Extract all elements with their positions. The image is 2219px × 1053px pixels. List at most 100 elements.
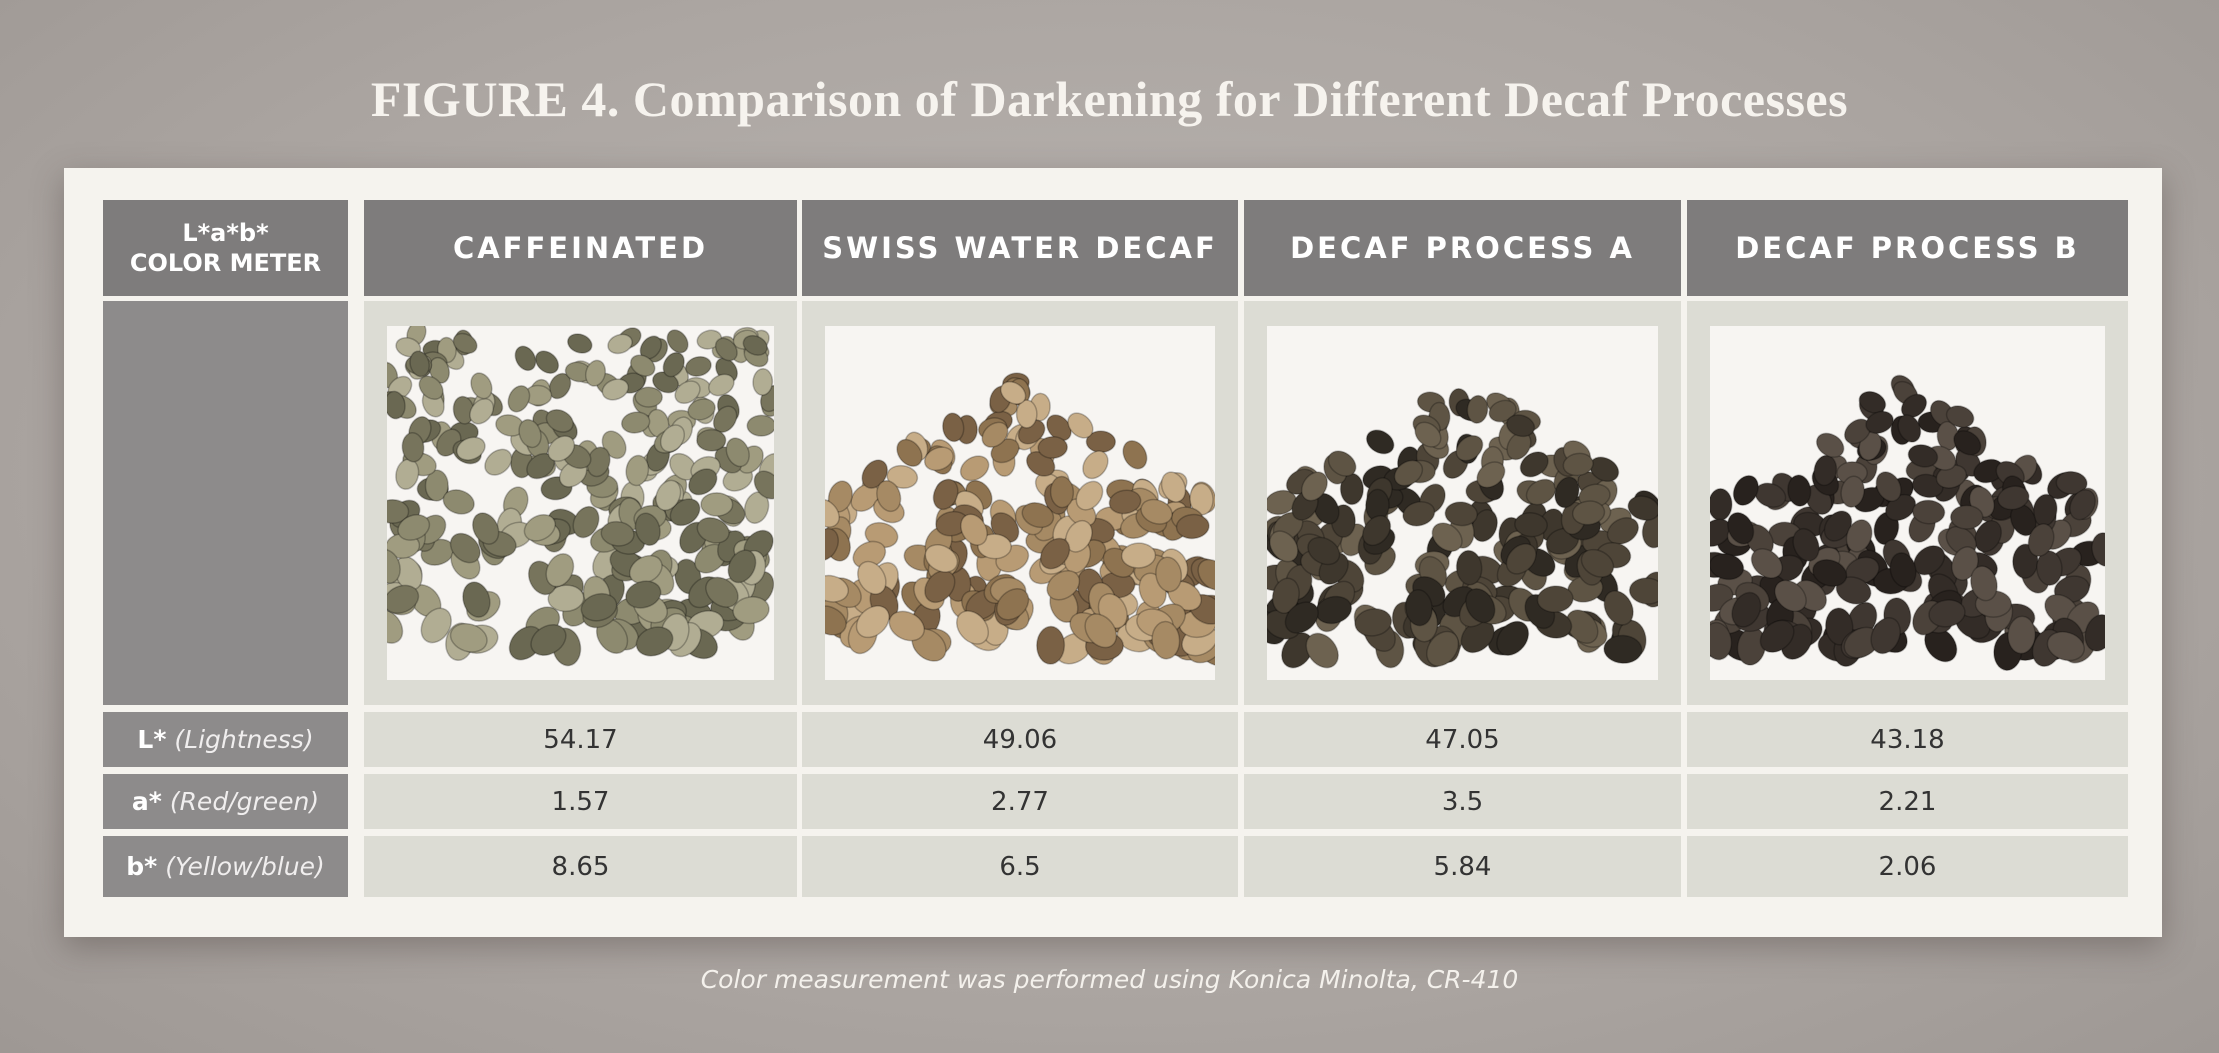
bean (462, 581, 491, 618)
bean (857, 560, 887, 595)
bean (1465, 588, 1496, 624)
bean (1122, 440, 1148, 470)
bean-photo (387, 326, 774, 680)
bean-photo (1267, 326, 1658, 680)
bean (1951, 546, 1979, 581)
bean (449, 532, 481, 564)
bean (981, 421, 1009, 448)
column-header: CAFFEINATED (364, 200, 797, 296)
bean (507, 385, 531, 413)
column-header: DECAF PROCESS A (1244, 200, 1681, 296)
bean (1281, 632, 1314, 669)
value-cell: 2.06 (1687, 836, 2128, 897)
bean (1580, 548, 1615, 578)
bean (1627, 495, 1658, 521)
bean (725, 437, 750, 468)
row-symbol: b* (126, 852, 158, 881)
bean (1603, 590, 1634, 626)
bean (1354, 608, 1393, 637)
bean (1036, 625, 1066, 665)
bean (1189, 482, 1214, 516)
bean (876, 480, 902, 513)
bean (1710, 488, 1733, 522)
bean (530, 623, 567, 656)
value-cell: 8.65 (364, 836, 797, 897)
bean (2069, 489, 2097, 521)
bean (696, 329, 723, 350)
bean (684, 355, 712, 377)
bean (1759, 619, 1795, 653)
bean (696, 517, 730, 544)
bean (888, 610, 925, 642)
bean (1875, 471, 1902, 502)
value-cell: 6.5 (802, 836, 1238, 897)
bean (850, 483, 880, 512)
bean (1858, 390, 1887, 414)
bean (1870, 617, 1901, 655)
bean (1284, 601, 1319, 634)
bean (1271, 577, 1300, 614)
bean (1900, 393, 1928, 419)
bean (1710, 621, 1733, 661)
bean (896, 438, 923, 467)
bean (397, 514, 431, 541)
bean (567, 333, 593, 354)
bean (2046, 631, 2085, 662)
bean (2027, 523, 2055, 557)
row-symbol: L* (137, 725, 167, 754)
bean (395, 337, 422, 358)
bean (387, 548, 401, 584)
bean (620, 411, 651, 434)
value-cell: 2.21 (1687, 774, 2128, 829)
bean (1466, 394, 1489, 424)
bean (1000, 380, 1027, 405)
bean (449, 622, 488, 653)
bean (456, 436, 486, 461)
bean (1731, 591, 1762, 628)
bean (1732, 474, 1759, 506)
corner-header: L*a*b* COLOR METER (103, 200, 348, 296)
row-name: (Red/green) (169, 787, 320, 816)
column-header: DECAF PROCESS B (1687, 200, 2128, 296)
bean (548, 372, 572, 400)
row-name: (Yellow/blue) (165, 852, 325, 881)
bean (1455, 549, 1483, 586)
bean (1911, 499, 1946, 525)
bean (1536, 585, 1574, 613)
bean (960, 513, 988, 546)
bean (428, 356, 451, 384)
bean (688, 468, 718, 496)
bean (1812, 559, 1848, 587)
bean (1067, 412, 1094, 439)
bean (855, 605, 890, 639)
bean (601, 378, 630, 401)
bean (470, 372, 493, 400)
bean (634, 386, 663, 408)
bean (1949, 504, 1984, 530)
bean (1140, 498, 1173, 525)
bean (1015, 399, 1038, 429)
bean (634, 512, 661, 547)
bean (942, 412, 965, 443)
bean (420, 607, 452, 644)
bean (752, 368, 774, 396)
bean (1628, 577, 1658, 605)
bean (924, 544, 959, 573)
bean (545, 409, 574, 433)
bean (401, 431, 425, 463)
bean (1404, 589, 1433, 627)
bean (514, 345, 537, 372)
bean (1049, 475, 1075, 509)
bean (387, 499, 410, 524)
bean (727, 549, 757, 584)
bean (1571, 500, 1606, 526)
bean (1911, 473, 1944, 499)
bean (1787, 474, 1812, 507)
bean (1792, 527, 1820, 562)
value-cell: 47.05 (1244, 712, 1681, 767)
bean (1907, 444, 1939, 468)
bean (1815, 432, 1845, 458)
bean (1953, 429, 1982, 456)
bean (1365, 429, 1395, 455)
bean (418, 375, 444, 401)
